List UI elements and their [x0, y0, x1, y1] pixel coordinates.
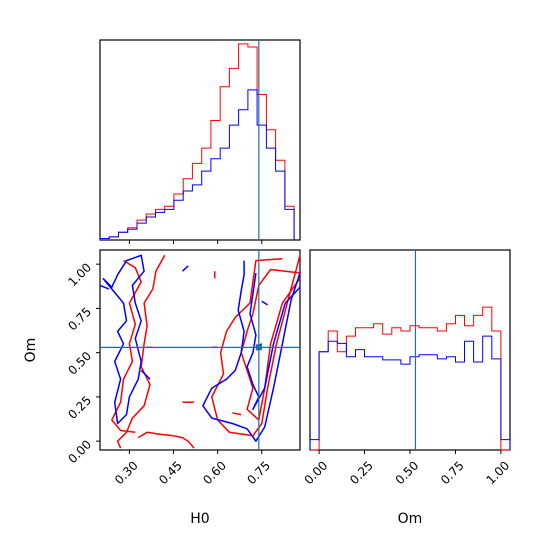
- red-om-histogram: [310, 306, 510, 451]
- blue-contour-line: [102, 254, 145, 425]
- h0-histogram-panel: [99, 39, 301, 244]
- om-tick-label: 0.25: [65, 393, 94, 422]
- h0-tick-label: 0.75: [244, 458, 273, 487]
- blue-contour-line: [202, 260, 301, 442]
- om-x-axis-label: Om: [398, 511, 423, 527]
- om-x-tick-label: 0.75: [438, 458, 467, 487]
- red-contour-line: [116, 254, 166, 449]
- om-y-axis-label: Om: [23, 338, 39, 363]
- blue-om-histogram: [309, 335, 511, 450]
- h0-tick-label: 0.30: [112, 458, 141, 487]
- red-contour-line: [137, 431, 195, 449]
- blue-contour-line: [246, 272, 301, 411]
- blue-contour-line: [181, 265, 189, 272]
- h0-axis-label: H0: [190, 511, 209, 527]
- red-contour-line: [240, 268, 301, 421]
- h0-histogram-frame: [99, 39, 301, 241]
- om-x-tick-label: 1.00: [483, 458, 512, 487]
- om-tick-label: 1.00: [65, 260, 94, 289]
- om-tick-label: 0.00: [65, 437, 94, 466]
- red-contour-line: [211, 255, 301, 437]
- blue-h0-histogram: [99, 89, 295, 240]
- h0-tick-label: 0.45: [156, 458, 185, 487]
- blue-contour-line: [261, 300, 268, 306]
- om-histogram-frame: [309, 249, 511, 451]
- om-tick-label: 0.75: [65, 305, 94, 334]
- red-contour-line: [232, 412, 242, 416]
- om-x-tick-label: 0.00: [302, 458, 331, 487]
- om-x-tick-label: 0.25: [347, 458, 376, 487]
- contour-panel: 0.30 0.45 0.60 0.75 0.00 0.25 0.50 0.75 1.00 H0…: [23, 249, 301, 527]
- h0-tick-label: 0.60: [200, 458, 229, 487]
- truth-marker: [255, 344, 262, 351]
- om-histogram-panel: 0.00 0.25 0.50 0.75 1.00 Om: [302, 249, 512, 527]
- red-contour-line: [111, 259, 142, 434]
- red-h0-histogram: [99, 43, 295, 240]
- om-x-tick-label: 0.50: [393, 458, 422, 487]
- blue-contour-line: [140, 369, 151, 380]
- om-tick-label: 0.50: [65, 349, 94, 378]
- blue-contour-line: [99, 284, 110, 290]
